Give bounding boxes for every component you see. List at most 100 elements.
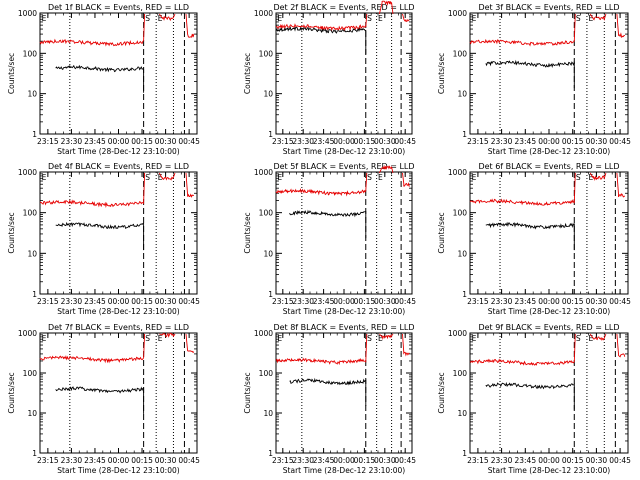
chart-title: Det 7f BLACK = Events, RED = LLD [48,323,189,332]
y-tick-label: 1000 [18,329,37,338]
y-axis-label: Counts/sec [437,372,446,413]
x-tick-label: 23:15 [37,297,59,306]
x-tick-label: 00:30 [374,297,396,306]
y-axis-label: Counts/sec [243,212,252,253]
interval-marker-2: E [158,14,163,23]
x-tick-label: 23:30 [292,137,314,146]
interval-marker-2: E [158,173,163,182]
x-tick-label: 23:45 [84,137,106,146]
series-line-lld [39,332,195,364]
y-tick-label: 100 [453,209,468,218]
series-line-events [485,59,575,89]
y-tick-label: 100 [453,369,468,378]
y-tick-label: 10 [27,409,37,418]
series-line-lld [469,13,625,47]
x-tick-label: 00:15 [354,137,376,146]
chart-title: Det 9f BLACK = Events, RED = LLD [478,323,619,332]
x-tick-label: 00:30 [586,456,608,465]
interval-marker-2: E [378,14,383,23]
x-axis-label: Start Time (28-Dec-12 23:10:00) [283,466,405,475]
x-tick-label: 00:45 [394,137,416,146]
x-tick-label: 00:45 [609,456,631,465]
chart-title: Det 1f BLACK = Events, RED = LLD [48,3,189,12]
x-axis-label: Start Time (28-Dec-12 23:10:00) [488,147,610,156]
x-tick-label: 00:30 [374,456,396,465]
y-tick-label: 10 [457,409,467,418]
interval-marker-2: E [378,334,383,343]
x-tick-label: 00:45 [178,297,200,306]
y-tick-label: 1 [268,130,273,139]
x-tick-label: 00:15 [562,137,584,146]
y-tick-label: 100 [259,209,274,218]
y-tick-label: 1 [268,290,273,299]
x-axis-label: Start Time (28-Dec-12 23:10:00) [57,466,179,475]
chart-title: Det 4f BLACK = Events, RED = LLD [48,162,189,171]
chart-panel-2: Det 2f BLACK = Events, RED = LLD 1 10 100 10… [243,0,416,156]
x-axis-label: Start Time (28-Dec-12 23:10:00) [488,466,610,475]
y-tick-label: 10 [263,409,273,418]
y-axis-label: Counts/sec [7,212,16,253]
x-tick-label: 23:15 [467,137,489,146]
x-tick-label: 00:30 [155,137,177,146]
interval-marker-0: E [42,173,47,182]
y-tick-label: 10 [263,90,273,99]
x-tick-label: 00:45 [178,456,200,465]
x-tick-label: 23:30 [491,456,513,465]
y-tick-label: 1 [462,449,467,458]
series-line-lld [39,13,195,47]
y-tick-label: 100 [259,369,274,378]
chart-panel-6: Det 6f BLACK = Events, RED = LLD 1 10 100 10… [437,162,631,316]
y-tick-label: 1 [268,449,273,458]
series-line-events [289,209,367,239]
x-tick-label: 00:15 [562,297,584,306]
interval-marker-0: E [472,173,477,182]
series-line-events [485,221,575,251]
y-axis-label: Counts/sec [7,53,16,94]
x-tick-label: 00:30 [155,456,177,465]
x-tick-label: 00:30 [586,137,608,146]
x-tick-label: 00:45 [394,456,416,465]
y-tick-label: 1000 [254,9,273,18]
interval-marker-0: E [277,334,282,343]
y-tick-label: 1000 [448,168,467,177]
x-tick-label: 00:00 [538,137,560,146]
y-axis-label: Counts/sec [437,212,446,253]
y-tick-label: 100 [23,209,38,218]
chart-title: Det 2f BLACK = Events, RED = LLD [273,3,414,12]
series-line-events [289,377,367,406]
x-tick-label: 23:45 [84,297,106,306]
x-tick-label: 23:45 [514,456,536,465]
y-tick-label: 10 [263,249,273,258]
x-tick-label: 00:00 [333,297,355,306]
x-tick-label: 23:15 [467,297,489,306]
series-line-events [55,221,145,251]
y-tick-label: 1 [32,449,37,458]
x-tick-label: 00:00 [108,297,130,306]
x-tick-label: 00:00 [538,297,560,306]
y-tick-label: 100 [23,49,38,58]
interval-marker-1: S [145,173,150,182]
y-tick-label: 100 [259,49,274,58]
y-axis-label: Counts/sec [7,372,16,413]
x-tick-label: 23:30 [491,297,513,306]
x-tick-label: 00:30 [374,137,396,146]
series-line-events [55,64,145,93]
y-axis-label: Counts/sec [437,53,446,94]
interval-marker-0: E [277,14,282,23]
y-tick-label: 1000 [254,168,273,177]
y-tick-label: 1000 [448,9,467,18]
x-tick-label: 00:00 [538,456,560,465]
x-tick-label: 23:45 [313,456,335,465]
chart-panel-4: Det 4f BLACK = Events, RED = LLD 1 10 100 10… [7,162,200,316]
x-tick-label: 00:15 [131,297,153,306]
x-tick-label: 23:45 [313,297,335,306]
series-line-events [275,25,367,55]
y-tick-label: 1 [32,290,37,299]
chart-panel-5: Det 5f BLACK = Events, RED = LLD 1 10 100 10… [243,162,416,316]
interval-marker-1: S [576,173,581,182]
chart-panel-9: Det 9f BLACK = Events, RED = LLD 1 10 100 10… [437,323,631,475]
chart-panel-8: Det 8f BLACK = Events, RED = LLD 1 10 100 10… [243,323,416,475]
chart-panel-7: Det 7f BLACK = Events, RED = LLD 1 10 100 10… [7,323,200,475]
x-tick-label: 00:00 [108,456,130,465]
